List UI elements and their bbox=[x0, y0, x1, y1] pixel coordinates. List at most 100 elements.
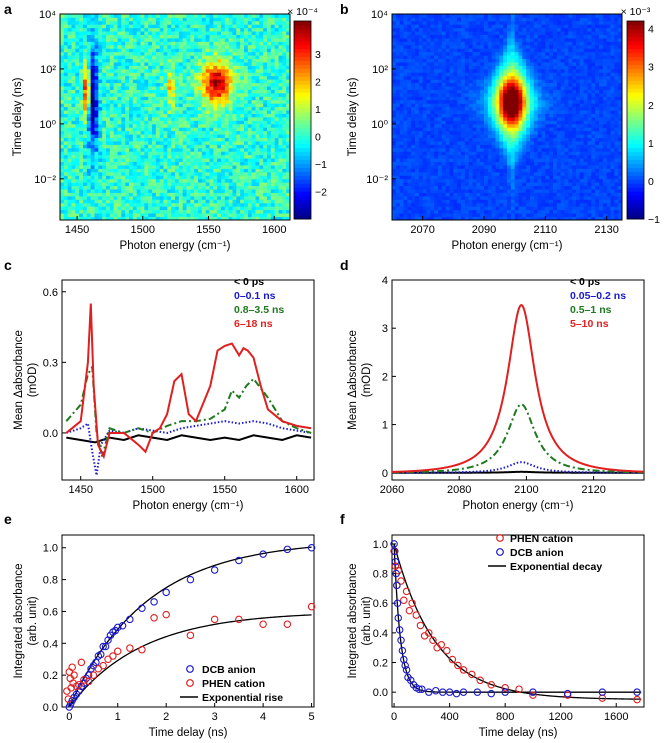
heatmap-cell bbox=[274, 185, 279, 190]
heatmap-cell bbox=[102, 168, 107, 173]
heatmap-cell bbox=[418, 127, 424, 132]
heatmap-cell bbox=[63, 17, 69, 22]
heatmap-cell bbox=[201, 175, 207, 180]
heatmap-cell bbox=[132, 110, 138, 114]
heatmap-cell bbox=[129, 72, 134, 77]
heatmap-cell bbox=[274, 189, 279, 193]
heatmap-cell bbox=[129, 82, 134, 87]
heatmap-cell bbox=[148, 17, 153, 22]
heatmap-cell bbox=[98, 175, 103, 180]
heatmap-cell bbox=[144, 41, 149, 46]
heatmap-cell bbox=[109, 34, 115, 39]
heatmap-cell bbox=[194, 82, 199, 87]
heatmap-cell bbox=[98, 178, 103, 183]
heatmap-cell bbox=[121, 213, 126, 217]
heatmap-cell bbox=[445, 92, 450, 97]
heatmap-cell bbox=[244, 89, 249, 94]
heatmap-cell bbox=[86, 189, 92, 193]
heatmap-cell bbox=[270, 168, 276, 173]
heatmap-cell bbox=[94, 48, 99, 53]
heatmap-cell bbox=[175, 106, 180, 111]
heatmap-cell bbox=[209, 182, 214, 187]
heatmap-cell bbox=[106, 38, 111, 42]
heatmap-cell bbox=[217, 151, 222, 156]
heatmap-cell bbox=[267, 182, 272, 187]
heatmap-cell bbox=[430, 209, 435, 214]
heatmap-cell bbox=[403, 141, 408, 145]
heatmap-cell bbox=[461, 185, 466, 190]
heatmap-cell bbox=[121, 209, 126, 214]
heatmap-cell bbox=[411, 171, 416, 176]
heatmap-cell bbox=[472, 113, 477, 118]
heatmap-cell bbox=[263, 44, 268, 49]
heatmap-cell bbox=[232, 195, 237, 200]
heatmap-cell bbox=[75, 72, 80, 77]
heatmap-cell bbox=[205, 141, 210, 145]
heatmap-cell bbox=[392, 68, 397, 73]
heatmap-cell bbox=[438, 20, 443, 25]
heatmap-cell bbox=[159, 178, 164, 183]
heatmap-cell bbox=[418, 79, 424, 84]
heatmap-cell bbox=[236, 75, 241, 80]
heatmap-cell bbox=[171, 127, 176, 132]
heatmap-cell bbox=[422, 110, 427, 114]
heatmap-cell bbox=[109, 14, 115, 18]
heatmap-cell bbox=[461, 161, 466, 166]
heatmap-cell bbox=[270, 27, 276, 32]
heatmap-cell bbox=[67, 96, 72, 101]
heatmap-cell bbox=[121, 58, 126, 63]
heatmap-cell bbox=[121, 34, 126, 39]
heatmap-cell bbox=[255, 14, 260, 18]
heatmap-cell bbox=[221, 168, 226, 173]
heatmap-cell bbox=[129, 65, 134, 70]
heatmap-cell bbox=[148, 34, 153, 39]
heatmap-cell bbox=[175, 113, 180, 118]
heatmap-cell bbox=[117, 68, 122, 73]
heatmap-cell bbox=[198, 14, 203, 18]
heatmap-cell bbox=[426, 185, 431, 190]
heatmap-cell bbox=[201, 123, 207, 128]
heatmap-cell bbox=[106, 195, 111, 200]
heatmap-cell bbox=[403, 20, 408, 25]
heatmap-cell bbox=[286, 127, 291, 132]
heatmap-cell bbox=[415, 195, 420, 200]
heatmap-cell bbox=[129, 117, 134, 121]
heatmap-cell bbox=[461, 182, 466, 187]
heatmap-cell bbox=[194, 17, 199, 22]
heatmap-cell bbox=[445, 110, 450, 114]
heatmap-cell bbox=[155, 41, 161, 46]
heatmap-cell bbox=[236, 72, 241, 77]
heatmap-cell bbox=[198, 175, 203, 180]
heatmap-cell bbox=[399, 195, 404, 200]
heatmap-cell bbox=[221, 113, 226, 118]
heatmap-cell bbox=[422, 31, 427, 35]
heatmap-cell bbox=[438, 110, 443, 114]
heatmap-cell bbox=[259, 82, 264, 87]
heatmap-cell bbox=[140, 171, 145, 176]
heatmap-cell bbox=[434, 117, 439, 121]
heatmap-cell bbox=[136, 34, 141, 39]
heatmap-cell bbox=[175, 75, 180, 80]
heatmap-cell bbox=[182, 147, 187, 152]
heatmap-cell bbox=[399, 182, 404, 187]
heatmap-cell bbox=[75, 206, 80, 211]
colorbar-cell bbox=[294, 171, 311, 176]
heatmap-cell bbox=[415, 86, 420, 90]
heatmap-cell bbox=[263, 168, 268, 173]
heatmap-cell bbox=[217, 168, 222, 173]
heatmap-cell bbox=[395, 79, 401, 84]
heatmap-cell bbox=[426, 141, 431, 145]
heatmap-cell bbox=[430, 185, 435, 190]
heatmap-cell bbox=[132, 48, 138, 53]
heatmap-cell bbox=[163, 38, 168, 42]
heatmap-cell bbox=[228, 154, 233, 159]
heatmap-cell bbox=[117, 92, 122, 97]
heatmap-cell bbox=[129, 158, 134, 163]
heatmap-cell bbox=[194, 48, 199, 53]
heatmap-cell bbox=[94, 182, 99, 187]
heatmap-cell bbox=[186, 185, 191, 190]
heatmap-cell bbox=[411, 137, 416, 142]
heatmap-cell bbox=[399, 178, 404, 183]
heatmap-cell bbox=[411, 51, 416, 56]
heatmap-cell bbox=[75, 199, 80, 204]
